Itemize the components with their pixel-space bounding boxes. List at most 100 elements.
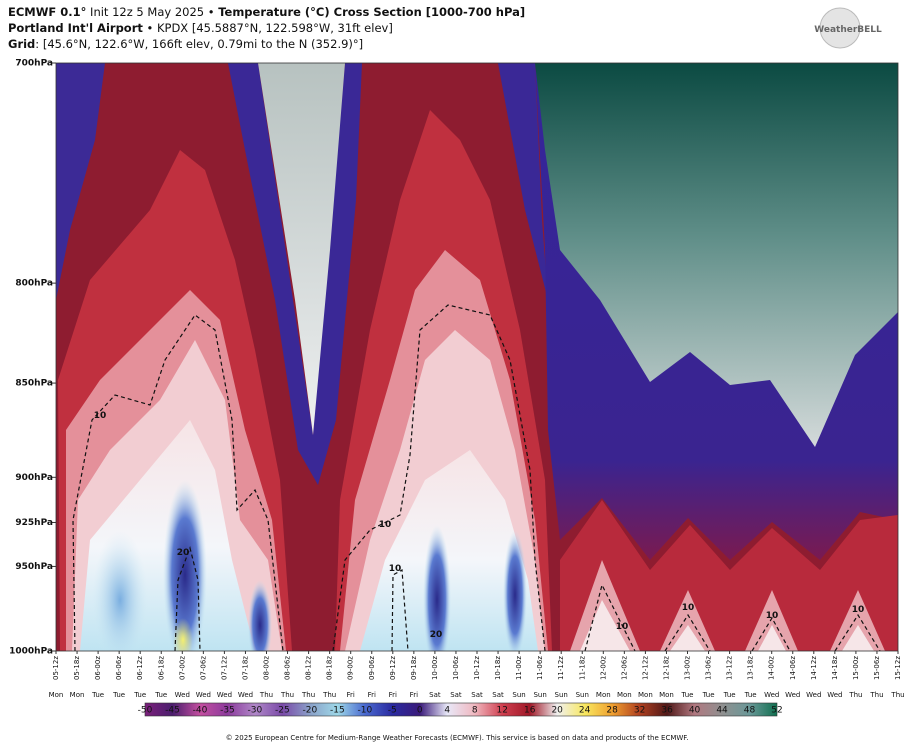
warm-layer — [580, 600, 874, 651]
colorbar-label: 24 — [579, 706, 591, 716]
colorbar-label: 28 — [606, 706, 618, 716]
x-tick-label: 07-12z — [220, 656, 228, 680]
grid-part: Grid — [8, 37, 35, 51]
colorbar-label: 12 — [496, 706, 507, 716]
day-label: Tue — [133, 691, 146, 699]
cold-core — [535, 63, 898, 447]
colorbar — [144, 702, 778, 717]
x-tick-label: 09-06z — [368, 656, 376, 680]
warm-core — [503, 530, 527, 651]
footer: © 2025 European Centre for Medium-Range … — [226, 734, 689, 742]
colorbar-label: 16 — [524, 706, 536, 716]
x-tick-label: 15-06z — [873, 656, 881, 680]
x-tick-label: 11-00z — [515, 656, 523, 680]
cold-region — [56, 63, 105, 300]
y-tick-label: 1000hPa — [9, 647, 53, 657]
x-tick-label: 08-12z — [305, 656, 313, 680]
day-label: Tue — [112, 691, 125, 699]
x-tick-label: 11-12z — [557, 656, 565, 680]
day-label: Wed — [785, 691, 800, 699]
x-tick-label: 11-06z — [536, 656, 544, 680]
contours — [72, 304, 881, 651]
day-label: Mon — [617, 691, 632, 699]
colorbar-label: -25 — [275, 706, 290, 716]
contour-line — [174, 545, 201, 651]
x-tick-label: 13-06z — [705, 656, 713, 680]
title-part: Init 12z 5 May 2025 • — [86, 5, 218, 19]
x-tick-label: 14-18z — [831, 656, 839, 680]
contour-line — [751, 616, 791, 651]
x-tick-label: 13-00z — [684, 656, 692, 680]
x-tick-label: 08-00z — [263, 656, 271, 680]
x-tick-label: 13-12z — [726, 656, 734, 680]
day-label: Mon — [596, 691, 611, 699]
cold-core — [258, 63, 345, 435]
day-label: Thu — [848, 691, 862, 699]
x-tick-label: 05-12z — [52, 656, 60, 680]
contour-line — [72, 314, 284, 651]
day-label: Sat — [429, 691, 441, 699]
logo: WeatherBELL — [814, 7, 882, 49]
colorbar-label: 36 — [661, 706, 673, 716]
day-label: Wed — [196, 691, 211, 699]
day-label: Fri — [389, 691, 397, 699]
day-label: Wed — [806, 691, 821, 699]
y-tick-label: 900hPa — [15, 473, 53, 483]
contour-line — [664, 613, 711, 651]
day-label: Mon — [49, 691, 64, 699]
x-tick-label: 14-06z — [789, 656, 797, 680]
x-tick-label: 12-06z — [620, 656, 628, 680]
day-label: Fri — [368, 691, 376, 699]
cold-region — [498, 63, 548, 300]
colorbar-label: -5 — [388, 706, 397, 716]
x-tick-label: 12-18z — [662, 656, 670, 680]
day-label: Sun — [555, 691, 568, 699]
x-tick-label: 10-00z — [431, 656, 439, 680]
colorbar-label: -30 — [248, 706, 263, 716]
day-label: Thu — [259, 691, 273, 699]
warm-core — [163, 480, 207, 651]
colorbar-label: -45 — [165, 706, 180, 716]
x-tick-label: 14-00z — [768, 656, 776, 680]
day-label: Tue — [681, 691, 694, 699]
colorbar-label: -50 — [138, 706, 153, 716]
warm-layer — [360, 450, 538, 651]
day-label: Mon — [70, 691, 85, 699]
y-tick-label: 850hPa — [15, 379, 53, 389]
contour-label: 10 — [682, 603, 695, 613]
x-tick-label: 08-06z — [284, 656, 292, 680]
day-label: Wed — [238, 691, 253, 699]
colorbar-label: 20 — [551, 706, 563, 716]
day-label: Fri — [347, 691, 355, 699]
day-label: Tue — [702, 691, 715, 699]
warm-core — [92, 530, 148, 651]
day-label: Thu — [280, 691, 294, 699]
x-tick-label: 14-12z — [810, 656, 818, 680]
colorbar-label: 52 — [771, 706, 782, 716]
subtitle-part: Portland Int'l Airport — [8, 21, 143, 35]
day-label: Sun — [512, 691, 525, 699]
day-label: Wed — [827, 691, 842, 699]
logo-circle — [819, 7, 861, 49]
day-label: Tue — [744, 691, 757, 699]
subtitle: Portland Int'l Airport • KPDX [45.5887°N… — [8, 21, 393, 35]
logo-text: WeatherBELL — [814, 25, 882, 35]
colorbar-label: -40 — [193, 706, 208, 716]
colorbar-label: 8 — [472, 706, 478, 716]
x-tick-label: 11-18z — [578, 656, 586, 680]
day-label: Tue — [723, 691, 736, 699]
title-part: Temperature (°C) Cross Section [1000-700… — [218, 5, 525, 19]
x-tick-label: 06-06z — [115, 656, 123, 680]
colorbar-label: -20 — [303, 706, 318, 716]
day-label: Wed — [764, 691, 779, 699]
grid-info: Grid: [45.6°N, 122.6°W, 166ft elev, 0.79… — [8, 37, 363, 51]
y-tick-label: 950hPa — [15, 562, 53, 572]
day-label: Sun — [576, 691, 589, 699]
day-label: Wed — [217, 691, 232, 699]
temperature-field — [56, 63, 898, 651]
day-label: Tue — [154, 691, 167, 699]
contour-label: 10 — [94, 411, 107, 421]
contour-label: 10 — [379, 520, 392, 530]
x-tick-label: 06-00z — [94, 656, 102, 680]
contour-label: 10 — [852, 605, 865, 615]
